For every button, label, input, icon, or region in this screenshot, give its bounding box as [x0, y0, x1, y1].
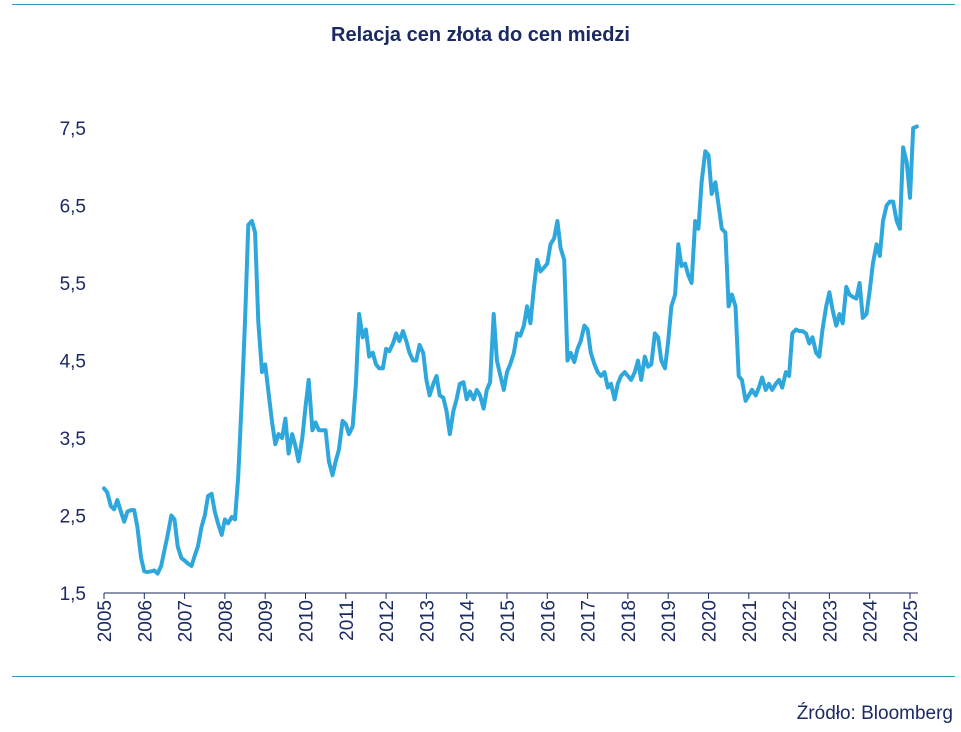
- x-tick-label: 2012: [377, 600, 398, 642]
- x-tick-label: 2013: [417, 600, 438, 642]
- x-tick-label: 2021: [740, 600, 761, 642]
- y-tick-label: 1,5: [60, 584, 86, 605]
- top-rule: [12, 4, 955, 5]
- x-tick-label: 2005: [95, 600, 116, 642]
- x-tick-label: 2008: [216, 600, 237, 642]
- x-tick-label: 2019: [659, 600, 680, 642]
- y-tick-label: 3,5: [60, 429, 86, 450]
- bottom-rule: [12, 676, 955, 677]
- x-tick-label: 2006: [135, 600, 156, 642]
- y-tick-label: 5,5: [60, 274, 86, 295]
- x-tick-label: 2011: [337, 600, 358, 641]
- y-tick-label: 7,5: [60, 119, 86, 140]
- x-tick-label: 2009: [256, 600, 277, 642]
- x-tick-label: 2017: [579, 600, 600, 642]
- series-line: [102, 124, 919, 576]
- x-tick-label: 2007: [176, 600, 197, 642]
- x-tick-label: 2020: [700, 600, 721, 642]
- chart-title: Relacja cen złota do cen miedzi: [331, 24, 630, 46]
- y-tick-label: 6,5: [60, 197, 86, 218]
- x-tick-label: 2022: [780, 600, 801, 642]
- y-tick-label: 2,5: [60, 507, 86, 528]
- x-tick-label: 2023: [820, 600, 841, 642]
- x-tick-label: 2014: [458, 600, 479, 643]
- x-axis-ticks: 2005 2006 2007 2008 2009 2010 2011 2012 2013 2014…: [95, 593, 922, 642]
- y-axis-ticks: 1,5 2,5 3,5 4,5 5,5 6,5 7,5: [60, 119, 86, 605]
- x-tick-label: 2024: [861, 600, 882, 643]
- y-tick-label: 4,5: [60, 352, 86, 373]
- x-tick-label: 2016: [538, 600, 559, 642]
- source-note: Źródło: Bloomberg: [796, 703, 953, 724]
- x-tick-label: 2025: [901, 600, 922, 642]
- x-tick-label: 2015: [498, 600, 519, 642]
- x-tick-label: 2010: [297, 600, 318, 642]
- x-tick-label: 2018: [619, 600, 640, 642]
